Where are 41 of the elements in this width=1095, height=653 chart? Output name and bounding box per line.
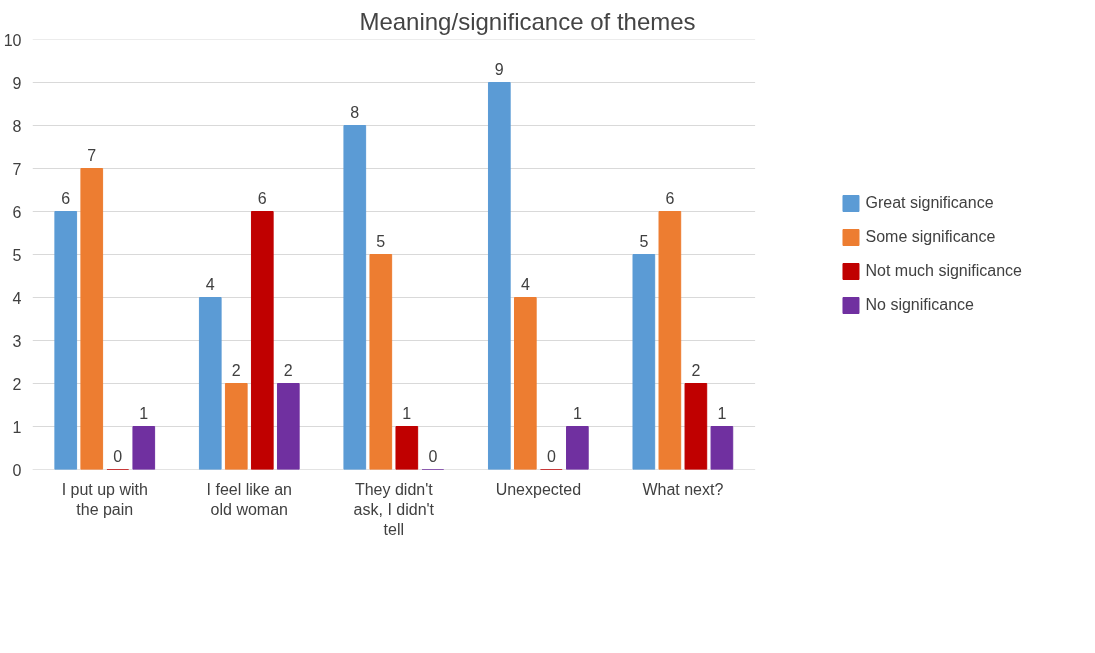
x-tick-label: I feel like an old woman <box>206 480 292 518</box>
x-tick-label: They didn't ask, I didn't tell <box>353 480 435 539</box>
data-label: 2 <box>283 361 293 379</box>
y-tick-label: 9 <box>12 74 22 92</box>
y-tick-label: 3 <box>12 332 22 350</box>
y-tick-label: 8 <box>12 117 22 135</box>
y-tick-label: 6 <box>12 203 22 221</box>
legend-label: Great significance <box>865 194 994 212</box>
y-tick-label: 5 <box>12 246 22 264</box>
data-label: 8 <box>350 103 360 121</box>
data-label: 1 <box>572 404 582 422</box>
y-tick-label: 1 <box>12 418 22 436</box>
y-tick-label: 4 <box>12 289 22 307</box>
data-label: 0 <box>113 447 123 465</box>
data-label: 0 <box>546 447 556 465</box>
x-tick-label: I put up with the pain <box>61 480 148 518</box>
y-tick-label: 0 <box>12 461 22 479</box>
data-label: 6 <box>665 189 675 207</box>
data-label: 5 <box>639 232 649 250</box>
data-label: 1 <box>717 404 727 422</box>
data-label: 0 <box>428 447 438 465</box>
data-label: 2 <box>691 361 701 379</box>
data-label: 9 <box>494 60 504 78</box>
data-label: 6 <box>61 189 71 207</box>
legend-label: No significance <box>865 296 974 314</box>
x-tick-label: Unexpected <box>495 480 582 498</box>
data-label: 6 <box>257 189 267 207</box>
y-tick-label: 2 <box>12 375 22 393</box>
y-tick-label: 10 <box>3 31 22 49</box>
data-label: 1 <box>402 404 412 422</box>
legend-label: Some significance <box>865 228 996 246</box>
data-label: 4 <box>205 275 215 293</box>
data-label: 4 <box>520 275 530 293</box>
legend-label: Not much significance <box>865 262 1022 280</box>
data-label: 7 <box>87 146 97 164</box>
data-label: 1 <box>139 404 149 422</box>
chart-title: Meaning/significance of themes <box>359 7 696 35</box>
x-tick-label: What next? <box>642 480 724 498</box>
data-label: 2 <box>231 361 241 379</box>
y-tick-label: 7 <box>12 160 22 178</box>
data-label: 5 <box>376 232 386 250</box>
